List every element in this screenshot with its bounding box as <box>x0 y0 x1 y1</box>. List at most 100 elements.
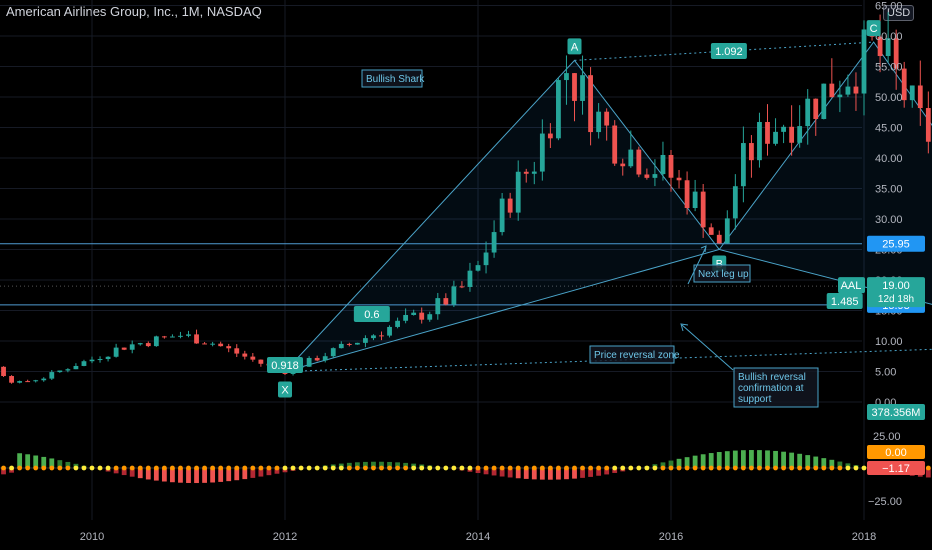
symbol-tag <box>838 277 865 294</box>
candle <box>740 143 746 187</box>
annotation-next-leg-box <box>693 264 751 283</box>
osc-bar <box>49 458 55 468</box>
time-tick: 2016 <box>659 531 683 543</box>
osc-bar <box>813 456 819 468</box>
squeeze-dot <box>65 465 71 471</box>
price-tick: 35.00 <box>875 184 903 196</box>
osc-bar <box>773 450 778 468</box>
osc-value-0: 0.00 <box>885 447 906 459</box>
osc-bar <box>346 462 352 468</box>
squeeze-dot <box>459 465 465 471</box>
candle <box>572 73 577 101</box>
candle <box>580 75 585 101</box>
price-tick: 65.00 <box>875 1 903 13</box>
squeeze-dot <box>379 465 384 471</box>
candle <box>467 270 473 287</box>
osc-bar <box>668 460 674 468</box>
osc-bar <box>178 468 183 483</box>
squeeze-dot <box>137 465 143 471</box>
squeeze-dot <box>25 465 31 471</box>
osc-bar <box>580 468 585 478</box>
candle <box>153 336 159 347</box>
squeeze-dot <box>572 465 577 471</box>
ratio-label-bg <box>267 357 303 373</box>
candle <box>821 83 827 120</box>
candle <box>628 149 634 167</box>
squeeze-dot <box>395 465 400 471</box>
squeeze-dot <box>81 465 87 471</box>
squeeze-dot <box>234 465 240 471</box>
squeeze-dot <box>499 465 505 471</box>
osc-value-1: −1.17 <box>882 463 910 475</box>
candle <box>443 298 449 305</box>
squeeze-dot <box>652 465 658 471</box>
squeeze-dot <box>57 465 63 471</box>
harmonic-pattern <box>283 41 932 373</box>
time-tick: 2014 <box>466 531 490 543</box>
squeeze-dot <box>161 465 167 471</box>
squeeze-dot <box>314 465 320 471</box>
squeeze-dot <box>547 465 553 471</box>
last-price: 19.00 <box>882 280 910 292</box>
squeeze-dot <box>89 465 95 471</box>
volume-tag-bg <box>867 404 925 420</box>
candle <box>322 356 328 361</box>
osc-bar <box>250 468 256 478</box>
candle <box>137 343 143 345</box>
arrow-support <box>681 324 734 371</box>
squeeze-dot <box>274 465 280 471</box>
candle <box>749 143 754 161</box>
price-tick: 5.00 <box>875 367 896 379</box>
candle <box>218 343 224 347</box>
osc-bar <box>137 468 143 479</box>
candle <box>427 314 433 320</box>
annotation-bullish-box <box>733 367 819 408</box>
osc-bar <box>491 468 497 476</box>
osc-bar <box>1 468 6 475</box>
price-tick: 45.00 <box>875 123 903 135</box>
candle <box>1 366 6 377</box>
osc-bar <box>604 468 610 475</box>
squeeze-dot <box>475 465 481 471</box>
candle <box>805 98 811 127</box>
osc-bar <box>781 451 786 468</box>
osc-bar <box>507 468 513 478</box>
squeeze-dot <box>97 465 103 471</box>
symbol: AAL <box>841 280 862 292</box>
arrow-head <box>680 323 689 332</box>
candle <box>338 343 344 349</box>
squeeze-dot <box>282 465 288 471</box>
candle <box>789 126 795 143</box>
arrow-head <box>700 245 707 253</box>
candle <box>210 343 216 345</box>
osc-bar <box>660 462 666 468</box>
squeeze-dot <box>853 465 859 471</box>
osc-bar <box>797 453 803 468</box>
osc-value-1-bg <box>867 461 925 475</box>
candle <box>596 111 602 133</box>
squeeze-dot <box>805 465 811 471</box>
candle <box>652 174 658 178</box>
osc-bar <box>515 468 521 479</box>
squeeze-dot <box>354 465 360 471</box>
level-tag-upper-bg <box>867 235 925 252</box>
osc-bar <box>805 455 811 468</box>
currency-button[interactable]: USD <box>883 5 915 21</box>
squeeze-dot <box>178 465 183 471</box>
squeeze-dot <box>837 465 843 471</box>
candle <box>129 344 135 350</box>
candle <box>242 353 248 357</box>
candle <box>773 131 778 144</box>
squeeze-dot <box>371 465 376 471</box>
osc-bar <box>379 461 384 468</box>
squeeze-dot <box>845 465 851 471</box>
squeeze-dot <box>411 465 417 471</box>
osc-bar <box>403 462 409 468</box>
squeeze-dot <box>363 465 368 471</box>
squeeze-dot <box>716 465 722 471</box>
squeeze-dot <box>644 465 650 471</box>
candle <box>556 80 561 139</box>
candle <box>684 180 690 209</box>
osc-bar <box>757 450 762 468</box>
